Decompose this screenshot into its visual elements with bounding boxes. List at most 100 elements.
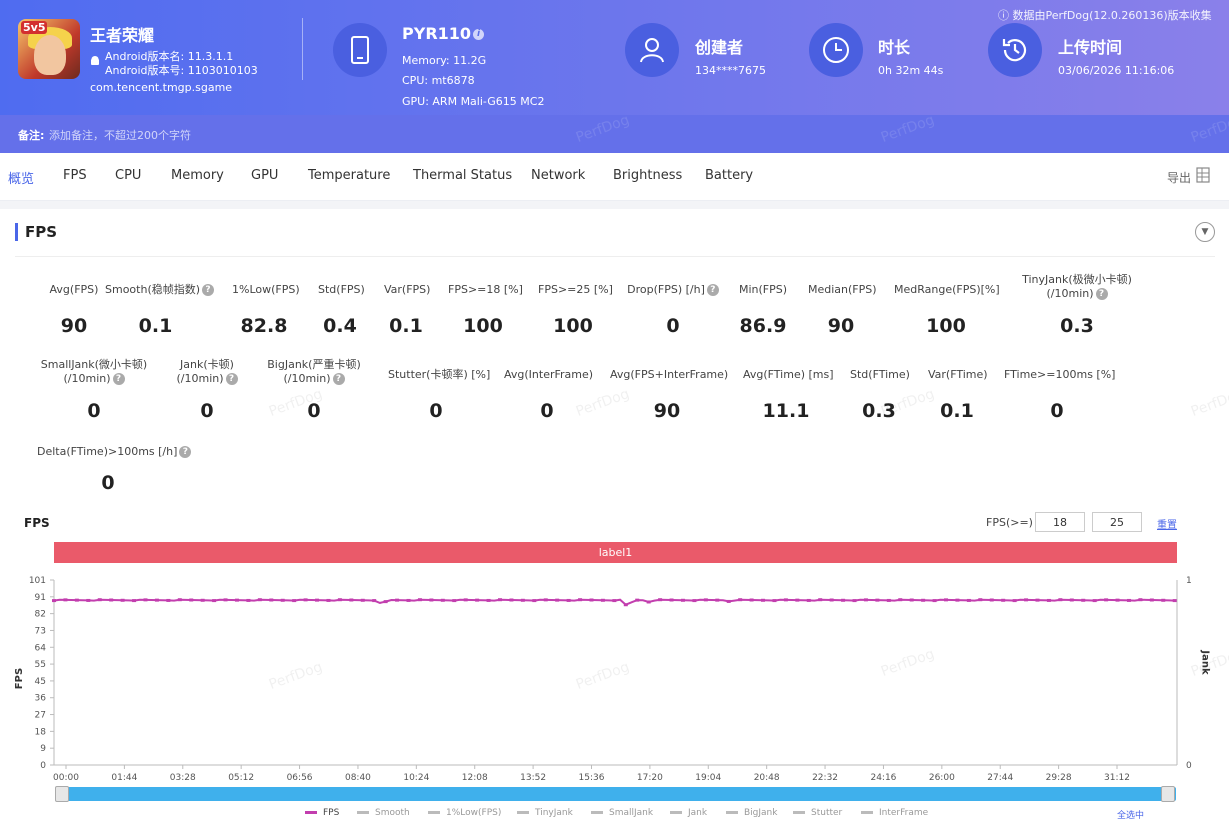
metric-value-avg-fps-interframe: 90 <box>653 400 681 422</box>
report-header: 5v5 王者荣耀 Android版本名: 11.3.1.1 Android版本号… <box>0 0 1229 153</box>
data-point <box>372 599 377 603</box>
metric-label-smooth: Smooth(稳帧指数)? <box>105 283 215 297</box>
time-range-slider[interactable] <box>55 787 1176 801</box>
collect-note: ⓘ 数据由PerfDog(12.0.260136)版本收集 <box>998 9 1212 22</box>
metric-label-min-fps: Min(FPS) <box>739 283 787 297</box>
tab-memory[interactable]: Memory <box>171 168 224 183</box>
legend-label: Jank <box>688 808 708 818</box>
data-point <box>349 598 354 602</box>
y-tick-label: 45 <box>35 677 46 687</box>
watermark: PerfDog <box>1188 385 1229 421</box>
select-all-button[interactable]: 全选中 <box>1117 811 1145 821</box>
legend-swatch <box>670 811 682 814</box>
metric-value-drop-fps: 0 <box>666 315 680 337</box>
data-point <box>154 598 159 602</box>
data-point <box>452 599 457 603</box>
data-point <box>806 598 811 602</box>
metric-value-fps-ge-25: 100 <box>553 315 593 337</box>
data-point <box>623 603 628 607</box>
legend-item-stutter[interactable]: Stutter <box>793 808 842 818</box>
tab-cpu[interactable]: CPU <box>115 168 142 183</box>
help-icon[interactable]: ? <box>112 373 125 385</box>
legend-swatch <box>517 811 529 814</box>
data-point <box>749 598 754 602</box>
tab-bar: 概览 FPS CPU Memory GPU Temperature Therma… <box>0 153 1229 201</box>
y-tick-label: 55 <box>35 660 46 670</box>
export-button[interactable]: 导出 <box>1167 171 1192 185</box>
data-point <box>589 598 594 602</box>
data-point <box>863 598 868 602</box>
reset-button[interactable]: 重置 <box>1157 520 1177 531</box>
metric-value-median-fps: 90 <box>827 315 855 337</box>
collapse-button[interactable]: ▼ <box>1195 222 1215 242</box>
legend-item-1-low-fps-[interactable]: 1%Low(FPS) <box>428 808 501 818</box>
threshold-label: FPS(>=) <box>986 516 1033 529</box>
metric-label-text: Std(FTime) <box>850 368 910 381</box>
note-label: 备注: <box>18 129 45 142</box>
tab-temperature[interactable]: Temperature <box>308 168 391 183</box>
slider-handle-left[interactable] <box>55 786 69 802</box>
metric-value-tinyjank: 0.3 <box>1060 315 1094 337</box>
data-point <box>520 598 525 602</box>
legend-item-bigjank[interactable]: BigJank <box>726 808 777 818</box>
tab-gpu[interactable]: GPU <box>251 168 279 183</box>
help-icon[interactable]: ? <box>225 373 238 385</box>
slider-handle-right[interactable] <box>1161 786 1175 802</box>
help-icon[interactable]: ? <box>179 446 192 458</box>
history-icon <box>988 23 1042 77</box>
info-icon[interactable]: i <box>473 29 485 40</box>
data-point <box>395 598 400 602</box>
metric-label-var-ftime: Var(FTime) <box>928 368 988 382</box>
data-point <box>1138 598 1143 602</box>
data-point <box>212 599 217 603</box>
creator-label: 创建者 <box>695 38 744 57</box>
data-point <box>303 598 308 602</box>
data-point <box>63 598 68 602</box>
help-icon[interactable]: ? <box>706 284 719 296</box>
tab-overview[interactable]: 概览 <box>8 172 35 187</box>
legend-item-interframe[interactable]: InterFrame <box>861 808 928 818</box>
metric-label-var-fps: Var(FPS) <box>384 283 430 297</box>
note-input[interactable]: 添加备注，不超过200个字符 <box>49 129 191 142</box>
help-icon[interactable]: ? <box>202 284 215 296</box>
data-point <box>886 598 891 602</box>
y-tick-label: 36 <box>35 694 47 704</box>
help-icon[interactable]: ? <box>1095 288 1108 300</box>
fps-chart[interactable]: 101 91 82 73 64 55 45 36 27 18 9 0 1 0 00:00 01:44 03:28… <box>0 570 1229 785</box>
y-tick-label: 9 <box>40 744 46 754</box>
upload-label: 上传时间 <box>1058 38 1123 57</box>
metric-value-smooth: 0.1 <box>138 315 173 337</box>
legend-item-fps[interactable]: FPS <box>305 808 339 818</box>
metric-value-stutter: 0 <box>429 400 443 422</box>
y-tick-label: 0 <box>40 761 46 771</box>
data-point <box>406 598 411 602</box>
note-bar[interactable]: 备注: 添加备注，不超过200个字符 PerfDog PerfDog PerfD… <box>0 111 1229 153</box>
data-point <box>703 598 708 602</box>
tab-fps[interactable]: FPS <box>63 168 87 183</box>
legend-item-smooth[interactable]: Smooth <box>357 808 410 818</box>
tab-network[interactable]: Network <box>531 168 586 183</box>
label-bar[interactable]: label1 <box>54 542 1177 563</box>
metric-value-ftime-ge-100ms: 0 <box>1050 400 1064 422</box>
threshold-18-input[interactable] <box>1035 512 1085 532</box>
help-icon[interactable]: ? <box>332 373 345 385</box>
export-icon[interactable] <box>1196 167 1210 183</box>
legend-item-jank[interactable]: Jank <box>670 808 707 818</box>
data-point <box>1161 598 1166 602</box>
threshold-25-input[interactable] <box>1092 512 1142 532</box>
data-point <box>1115 598 1120 602</box>
data-point <box>337 598 342 602</box>
tab-thermal-status[interactable]: Thermal Status <box>413 168 513 183</box>
metric-value-delta-ftime: 0 <box>101 472 115 494</box>
data-point <box>97 598 102 602</box>
x-tick-label: 24:16 <box>870 773 896 783</box>
tab-brightness[interactable]: Brightness <box>613 168 683 183</box>
legend-item-smalljank[interactable]: SmallJank <box>591 808 653 818</box>
metric-value-avg-interframe: 0 <box>540 400 554 422</box>
legend-item-tinyjank[interactable]: TinyJank <box>517 808 573 818</box>
metric-label-text: SmallJank(微小卡顿) <box>40 358 148 371</box>
metric-label-tinyjank: TinyJank(极微小卡顿) (/10min)? <box>1012 273 1142 301</box>
watermark: PerfDog <box>573 111 632 147</box>
tab-battery[interactable]: Battery <box>705 168 754 183</box>
duration-label: 时长 <box>878 38 911 57</box>
